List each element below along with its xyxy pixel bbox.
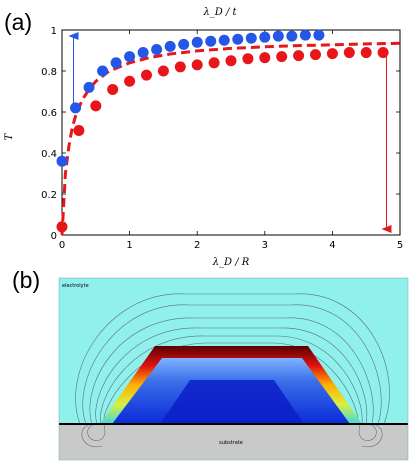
x-tick-label: 5 — [397, 240, 403, 251]
blue-data-point — [286, 30, 298, 42]
top-axis-label: λ_D / t — [202, 7, 237, 18]
blue-data-point — [313, 29, 325, 41]
blue-data-point — [178, 38, 190, 50]
blue-data-point — [164, 40, 176, 52]
blue-data-point — [272, 30, 284, 42]
y-tick-label: 0.6 — [41, 108, 57, 119]
field-lines — [75, 293, 390, 448]
red-data-point — [141, 69, 152, 81]
chart-a: λ_D / t λ_D / R T 0 1 2 3 4 5 0 0.2 0.4 0.6 0.8 1 — [4, 7, 403, 268]
panel-a-label: (a) — [4, 9, 32, 35]
x-tick-label: 4 — [329, 240, 335, 251]
blue-data-point — [83, 81, 95, 93]
red-data-point — [90, 100, 102, 112]
red-data-point — [124, 75, 136, 87]
blue-data-point — [151, 43, 163, 55]
red-data-point — [225, 55, 237, 67]
blue-data-point — [97, 65, 109, 77]
x-tick-labels: 0 1 2 3 4 5 — [59, 240, 403, 251]
red-data-point — [157, 65, 169, 77]
red-data-point — [242, 53, 254, 65]
red-data-point — [360, 47, 372, 59]
x-tick-label: 1 — [126, 240, 132, 251]
red-data-point — [293, 50, 305, 62]
trapezoid-core — [160, 380, 304, 424]
y-tick-label: 0.8 — [41, 67, 57, 78]
blue-data-point — [56, 155, 68, 167]
y-axis-label: T — [4, 132, 15, 140]
red-data-point — [276, 51, 288, 63]
plot-frame — [61, 29, 401, 236]
x-axis-label: λ_D / R — [212, 257, 250, 268]
red-data-point — [326, 48, 338, 60]
red-data-point — [343, 47, 355, 59]
blue-data-point — [245, 32, 257, 44]
y-tick-label: 0 — [51, 231, 57, 242]
red-data-point — [174, 61, 186, 73]
fit-curve — [60, 41, 401, 236]
blue-series — [56, 29, 325, 167]
y-tick-label: 0.2 — [41, 190, 57, 201]
blue-data-point — [70, 102, 82, 114]
simulation-panel: electrolyte substrate — [58, 277, 409, 461]
blue-data-point — [232, 33, 244, 45]
red-data-point — [310, 49, 321, 61]
blue-data-point — [110, 57, 122, 69]
red-data-point — [208, 57, 220, 69]
y-tick-label: 1 — [51, 26, 57, 37]
simulation-border — [58, 277, 409, 461]
x-tick-label: 3 — [262, 240, 268, 251]
x-tick-label: 2 — [194, 240, 200, 251]
y-tick-labels: 0 0.2 0.4 0.6 0.8 1 — [41, 26, 57, 242]
red-series — [56, 47, 389, 233]
blue-data-point — [259, 31, 271, 43]
red-data-point — [56, 221, 68, 233]
y-tick-label: 0.4 — [41, 149, 57, 160]
red-data-point — [377, 47, 389, 59]
blue-data-point — [299, 29, 311, 41]
blue-data-point — [137, 47, 149, 59]
red-data-point — [107, 83, 119, 95]
electrolyte-label: electrolyte — [62, 283, 89, 289]
blue-data-point — [205, 35, 217, 47]
substrate-label: substrate — [219, 440, 243, 446]
x-tick-label: 0 — [59, 240, 65, 251]
red-data-point — [191, 59, 203, 71]
blue-data-point — [218, 34, 230, 46]
panel-b-label: (b) — [12, 267, 40, 293]
red-data-point — [259, 52, 271, 64]
blue-data-point — [124, 51, 136, 63]
substrate-region — [59, 424, 408, 460]
blue-data-point — [191, 36, 203, 48]
red-data-point — [73, 124, 85, 136]
